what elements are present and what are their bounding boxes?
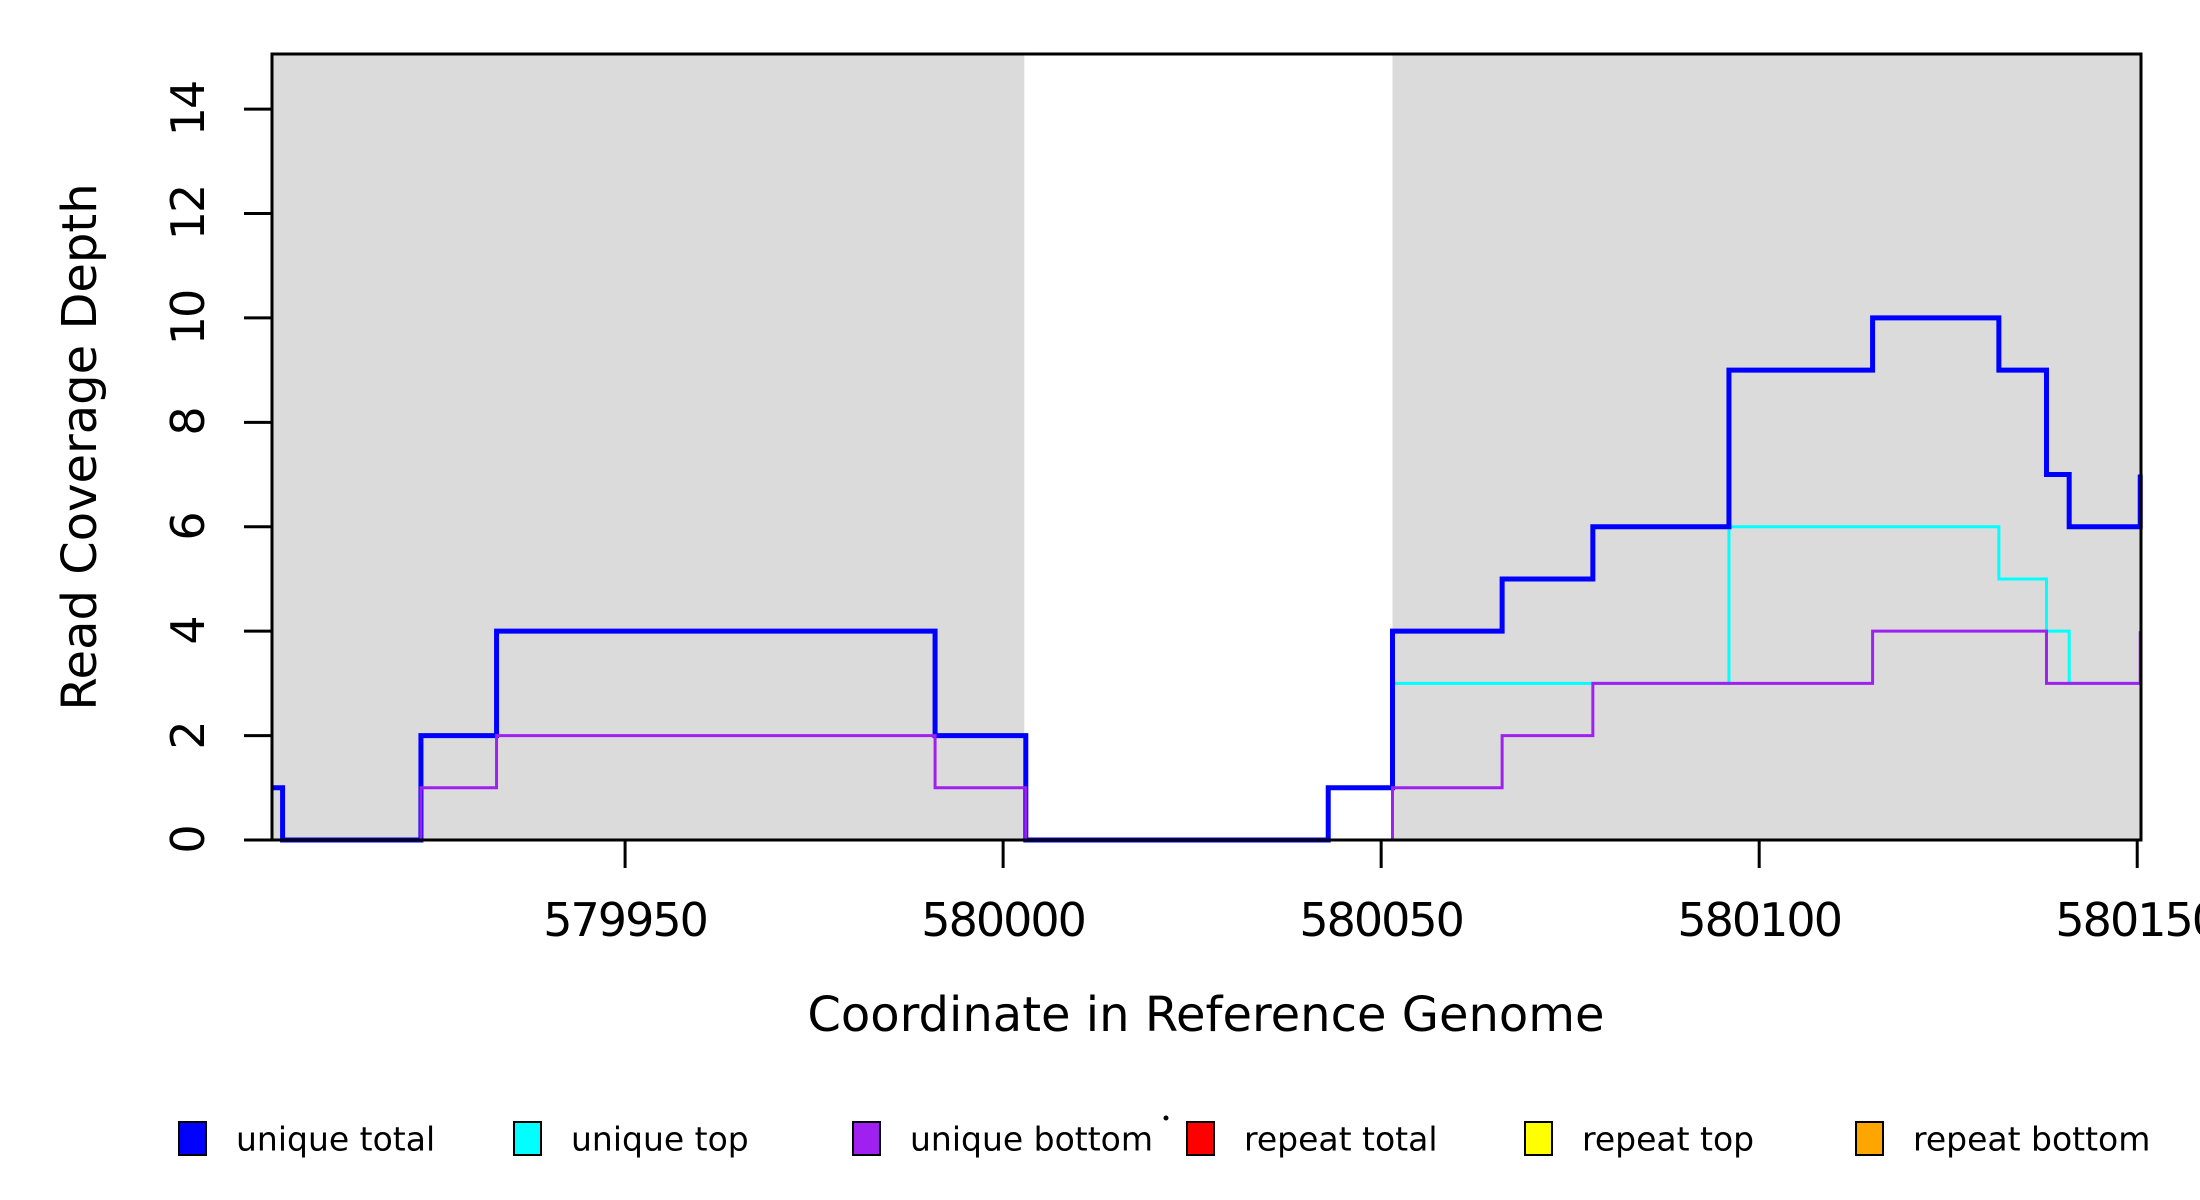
legend-label-repeat-total: repeat total	[1244, 1119, 1438, 1159]
y-tick-label: 10	[161, 290, 215, 346]
y-tick-label: 6	[161, 513, 215, 541]
y-tick-label: 4	[161, 617, 215, 645]
y-tick-label: 12	[161, 186, 215, 241]
y-tick-label: 2	[161, 721, 215, 750]
legend-label-repeat-top: repeat top	[1582, 1119, 1755, 1159]
x-tick-label: 580050	[1299, 893, 1465, 947]
legend-swatch-repeat-top	[1524, 1121, 1553, 1156]
plot-border	[270, 52, 2143, 842]
legend-swatch-unique-total	[178, 1121, 207, 1156]
legend-label-repeat-bottom: repeat bottom	[1913, 1119, 2151, 1159]
x-tick-label: 580100	[1677, 893, 1843, 947]
x-tick-label: 579950	[543, 893, 709, 947]
shaded-region-2	[1392, 54, 2141, 840]
y-tick-label: 8	[161, 408, 215, 436]
legend-label-unique-total: unique total	[236, 1119, 436, 1159]
y-tick-label: 14	[161, 81, 215, 137]
legend-label-unique-bottom: unique bottom	[910, 1119, 1154, 1159]
legend-swatch-unique-top	[513, 1121, 542, 1156]
y-axis-title: Read Coverage Depth	[52, 183, 108, 711]
shaded-region-1	[272, 54, 1025, 840]
x-tick-label: 580000	[921, 893, 1087, 947]
x-axis-title: Coordinate in Reference Genome	[807, 987, 1605, 1043]
legend-swatch-repeat-total	[1186, 1121, 1215, 1156]
legend-swatch-repeat-bottom	[1855, 1121, 1884, 1156]
y-tick-label: 0	[161, 826, 215, 854]
series-unique-bottom	[272, 629, 2142, 842]
legend-label-unique-top: unique top	[571, 1119, 749, 1159]
stray-point-dot	[1163, 1115, 1169, 1121]
legend-swatch-unique-bottom	[852, 1121, 881, 1156]
